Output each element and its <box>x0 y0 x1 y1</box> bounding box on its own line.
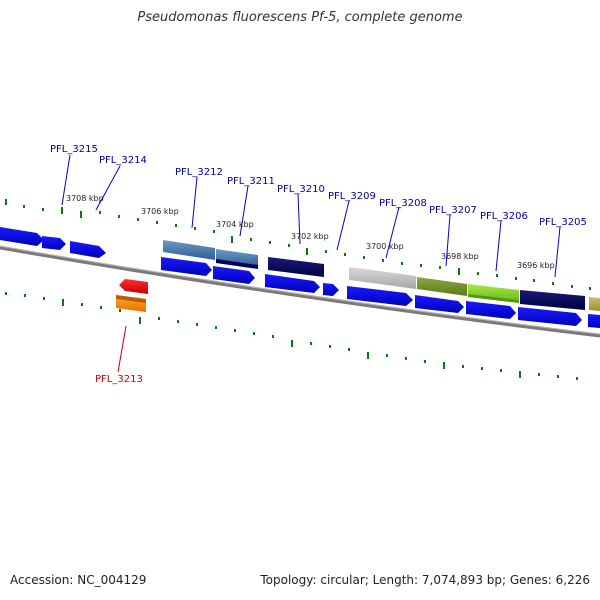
cds-arrow-12 <box>588 314 600 328</box>
gene-label-3207: PFL_3207 <box>429 205 477 216</box>
gene-label-3209: PFL_3209 <box>328 191 376 202</box>
lower-tick-row <box>5 292 578 380</box>
cds-arrow-2 <box>42 236 66 250</box>
scale-label-3706: 3706 kbp <box>141 207 179 216</box>
cds-arrow-11 <box>518 307 582 326</box>
cds-arrow-8 <box>347 286 413 306</box>
genome-backbone <box>0 246 600 338</box>
gene-label-3214: PFL_3214 <box>99 155 147 166</box>
cds-arrow-6 <box>265 274 320 293</box>
scale-label-3700: 3700 kbp <box>366 242 404 251</box>
gene-label-3212: PFL_3212 <box>175 167 223 178</box>
cds-arrow-1 <box>0 227 44 246</box>
upper-colored-track <box>163 240 600 311</box>
gene-block-3212 <box>163 240 215 260</box>
gene-label-3206: PFL_3206 <box>480 211 528 222</box>
gene-label-3211: PFL_3211 <box>227 176 275 187</box>
gene-label-3208: PFL_3208 <box>379 198 427 209</box>
gene-block-3205 <box>589 297 600 311</box>
gene-label-3210: PFL_3210 <box>277 184 325 195</box>
gene-block-3208-gray <box>349 267 416 289</box>
map-title: Pseudomonas fluorescens Pf-5, complete g… <box>137 10 463 25</box>
label-leaders <box>61 154 561 278</box>
reverse-cds-arrow <box>119 279 148 294</box>
gene-block-3206 <box>520 290 585 310</box>
cds-arrow-10 <box>466 301 516 319</box>
scale-label-3698: 3698 kbp <box>441 252 479 261</box>
upper-tick-row <box>5 199 591 290</box>
gene-label-3215: PFL_3215 <box>50 144 98 155</box>
cds-arrow-7 <box>323 283 339 296</box>
scale-label-3696: 3696 kbp <box>517 261 555 270</box>
cds-arrow-5 <box>213 266 255 284</box>
gene-block-3210 <box>268 257 324 277</box>
label-leader-3213 <box>117 325 127 373</box>
scale-label-3702: 3702 kbp <box>291 232 329 241</box>
forward-cds-track <box>0 227 600 328</box>
gene-label-3213: PFL_3213 <box>95 374 143 385</box>
scale-label-3708: 3708 kbp <box>66 194 104 203</box>
scale-label-3704: 3704 kbp <box>216 220 254 229</box>
gene-block-3208 <box>417 277 467 296</box>
genome-summary-text: Topology: circular; Length: 7,074,893 bp… <box>260 573 590 587</box>
cds-arrow-9 <box>415 295 464 313</box>
gene-label-3205: PFL_3205 <box>539 217 587 228</box>
cds-arrow-4 <box>161 257 212 276</box>
accession-text: Accession: NC_004129 <box>10 573 147 587</box>
cds-arrow-3 <box>70 241 106 258</box>
